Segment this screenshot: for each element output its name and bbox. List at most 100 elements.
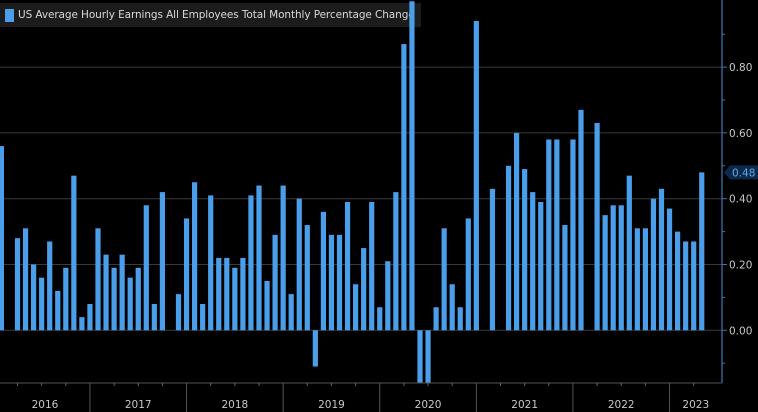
bar [63,267,69,331]
bar [143,205,149,331]
bar [626,175,632,331]
bar [554,139,560,331]
bar [55,290,61,331]
bar [530,192,536,331]
bar [0,146,4,331]
bar [465,218,471,331]
bar [618,205,624,331]
bar [344,201,351,331]
bar [135,267,141,331]
bar [634,228,640,331]
y-tick-label: 0.40 [729,194,752,206]
year-label: 2022 [608,399,635,411]
bar [280,185,286,331]
bar [538,201,544,331]
bar [369,201,375,331]
year-label: 2018 [221,399,248,411]
year-label: 2020 [415,399,442,411]
bar [31,264,37,331]
bar [409,1,415,331]
year-label: 2023 [682,399,709,411]
bar [401,44,407,331]
year-label: 2016 [32,399,59,411]
bar [111,267,117,331]
y-tick-label: 0.80 [729,62,752,74]
bar [216,257,222,331]
bar [183,218,190,331]
bar [505,165,512,331]
bar [296,198,302,331]
bar [457,307,463,331]
bar [288,294,294,331]
bar [650,198,657,331]
bar [393,192,399,331]
bar [200,303,206,331]
legend-swatch [5,8,14,22]
bar [666,208,673,331]
bar [562,225,568,331]
bar [377,307,383,331]
bar [699,172,705,331]
bar [192,182,198,331]
bar [489,188,496,331]
bar [385,261,391,331]
year-label: 2019 [318,399,345,411]
bar [675,231,681,331]
bar [594,123,600,331]
last-value-tag [724,165,758,180]
bar [47,241,53,331]
bar [473,21,479,331]
bar [328,234,335,331]
bar [22,228,29,331]
bar [683,241,689,331]
bar [127,277,133,331]
bar [208,195,214,331]
bar [264,280,270,331]
bar [658,188,665,331]
bar [240,257,246,331]
bar [449,284,455,331]
bar [320,211,326,331]
bar [87,303,93,331]
bar [433,307,439,331]
bar [248,195,254,331]
bar [175,294,182,331]
year-label: 2017 [125,399,152,411]
bar [103,254,109,331]
bar [514,132,520,331]
y-tick-label: 0.60 [729,128,752,140]
bar [159,192,165,331]
bar [691,241,697,331]
bar [256,185,262,331]
bar [14,238,21,331]
bar [441,228,447,331]
bar [71,175,77,331]
y-tick-label: 0.20 [729,260,752,272]
bar [272,234,278,331]
bar [79,317,85,331]
year-label: 2021 [511,399,538,411]
y-tick-label: 0.00 [729,325,752,337]
bar [570,139,576,331]
bar [151,303,157,331]
legend: US Average Hourly Earnings All Employees… [0,3,421,27]
bar [232,267,238,331]
bar [642,228,648,331]
bar [304,225,310,331]
bar [610,205,616,331]
bar [425,330,431,383]
bar [119,254,125,331]
bar [336,234,343,331]
bar [361,248,367,331]
bar [353,284,359,331]
bar [417,330,423,383]
last-value-label: 0.48 [732,167,755,179]
bar [578,109,584,331]
bar [602,215,608,331]
bar [224,257,230,331]
bar [522,169,528,331]
bar [95,228,101,331]
legend-label: US Average Hourly Earnings All Employees… [18,9,415,21]
bar [39,277,45,331]
